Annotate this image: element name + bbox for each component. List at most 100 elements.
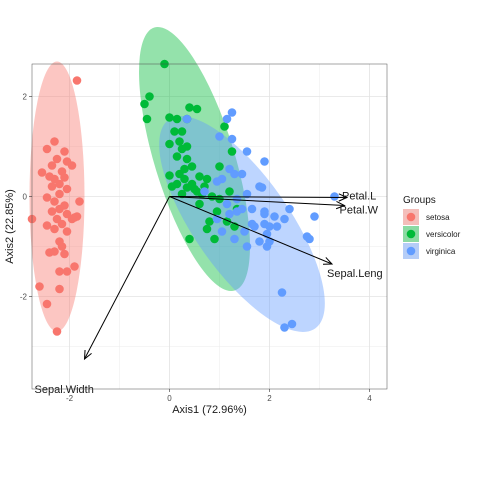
data-point-setosa xyxy=(70,262,79,271)
confidence-ellipse-versicolor xyxy=(139,26,250,292)
arrow-Petal.Width xyxy=(169,196,345,206)
data-point-setosa xyxy=(60,249,69,259)
data-point-virginica xyxy=(242,242,252,251)
data-point-setosa xyxy=(55,267,64,276)
data-point-virginica xyxy=(242,189,252,199)
legend-label-virginica: virginica xyxy=(426,247,456,256)
data-point-versicolor xyxy=(182,183,192,192)
data-point-virginica xyxy=(255,237,264,246)
data-point-virginica xyxy=(200,187,209,196)
data-point-versicolor xyxy=(202,174,212,184)
legend: Groups setosa versicolor virginica xyxy=(403,195,461,259)
data-point-setosa xyxy=(52,154,62,164)
data-point-virginica xyxy=(215,132,224,141)
variable-label-Petal.Width: Petal.W xyxy=(340,205,379,217)
data-point-virginica xyxy=(222,199,232,209)
legend-label-versicolor: versicolor xyxy=(426,230,461,239)
data-point-versicolor xyxy=(225,187,234,196)
group-ellipses xyxy=(29,26,325,332)
data-point-versicolor xyxy=(165,139,174,149)
y-tick-label: 2 xyxy=(23,93,28,102)
data-point-versicolor xyxy=(172,152,182,161)
data-point-versicolor xyxy=(165,113,174,122)
y-axis-title: Axis2 (22.85%) xyxy=(4,189,16,264)
data-point-setosa xyxy=(72,76,82,85)
arrowhead-Sepal.Width xyxy=(83,349,92,361)
data-point-versicolor xyxy=(195,199,204,209)
data-point-virginica xyxy=(302,232,312,241)
confidence-ellipse-virginica xyxy=(159,116,325,332)
data-point-versicolor xyxy=(140,99,149,109)
legend-title: Groups xyxy=(403,195,436,206)
variable-label-Petal.Length: Petal.L xyxy=(342,191,376,203)
plot-panel-border xyxy=(31,63,388,390)
legend-key-point xyxy=(406,246,416,256)
data-point-versicolor xyxy=(185,234,194,244)
data-point-setosa xyxy=(35,282,44,291)
data-point-versicolor xyxy=(177,144,187,154)
data-point-virginica xyxy=(227,108,237,117)
data-point-setosa xyxy=(55,189,64,199)
data-point-setosa xyxy=(47,182,57,191)
arrowhead-Sepal.Length xyxy=(322,257,334,265)
data-point-versicolor xyxy=(210,234,219,244)
y-tick-label: -2 xyxy=(20,293,28,302)
arrowhead-Petal.Width xyxy=(335,200,346,210)
data-point-virginica xyxy=(182,114,192,124)
data-point-setosa xyxy=(62,184,72,194)
data-point-setosa xyxy=(42,299,52,309)
data-point-virginica xyxy=(217,227,227,236)
data-point-virginica xyxy=(250,222,259,231)
data-point-virginica xyxy=(272,222,282,231)
x-tick-label: 4 xyxy=(367,394,372,403)
data-point-versicolor xyxy=(220,122,229,131)
arrow-Sepal.Width xyxy=(84,196,170,360)
data-point-setosa xyxy=(45,248,54,257)
data-point-setosa xyxy=(67,161,77,170)
data-point-virginica xyxy=(270,212,279,221)
data-point-setosa xyxy=(42,221,52,230)
data-point-virginica xyxy=(227,134,237,144)
x-axis-title: Axis1 (72.96%) xyxy=(172,404,247,416)
data-point-setosa xyxy=(42,193,52,202)
data-point-versicolor xyxy=(170,127,179,136)
data-point-versicolor xyxy=(205,217,214,226)
data-point-versicolor xyxy=(177,127,187,136)
data-point-virginica xyxy=(260,207,269,216)
data-point-virginica xyxy=(247,204,257,214)
data-point-virginica xyxy=(280,214,289,224)
data-point-virginica xyxy=(222,114,232,124)
data-point-versicolor xyxy=(175,137,184,146)
data-point-setosa xyxy=(57,242,67,251)
data-point-versicolor xyxy=(185,103,194,112)
data-point-setosa xyxy=(50,224,59,234)
data-point-virginica xyxy=(240,227,249,236)
variable-label-Sepal.Length: Sepal.Leng xyxy=(327,268,383,280)
data-point-virginica xyxy=(212,177,222,186)
x-tick-label: -2 xyxy=(66,394,74,403)
data-point-virginica xyxy=(257,183,267,192)
data-point-versicolor xyxy=(167,182,177,191)
data-point-setosa xyxy=(55,204,64,214)
data-point-versicolor xyxy=(192,104,202,114)
data-point-setosa xyxy=(70,213,79,222)
data-point-setosa xyxy=(47,161,57,170)
data-point-setosa xyxy=(47,207,57,216)
data-point-virginica xyxy=(230,169,239,179)
data-point-versicolor xyxy=(227,147,237,156)
data-point-setosa xyxy=(42,144,52,154)
data-point-setosa xyxy=(37,168,47,177)
data-point-versicolor xyxy=(202,224,212,234)
data-point-versicolor xyxy=(215,162,224,171)
data-point-virginica xyxy=(330,192,339,201)
data-point-virginica xyxy=(230,234,239,244)
data-point-setosa xyxy=(75,197,84,206)
legend-label-setosa: setosa xyxy=(426,213,450,222)
data-point-virginica xyxy=(237,169,247,179)
data-point-setosa xyxy=(57,219,67,229)
data-point-virginica xyxy=(285,204,294,214)
arrowhead-Petal.Length xyxy=(338,193,349,202)
data-point-virginica xyxy=(232,194,242,204)
variable-label-Sepal.Width: Sepal.Width xyxy=(35,384,94,396)
data-point-setosa xyxy=(50,137,59,146)
